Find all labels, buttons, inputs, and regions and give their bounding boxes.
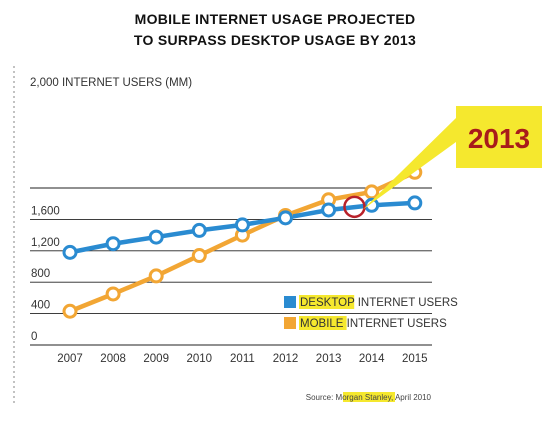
x-tick-label: 2013 [316,353,342,365]
chart-title-line-1: MOBILE INTERNET USAGE PROJECTED [135,11,416,27]
legend-swatch [284,296,296,308]
x-tick-label: 2015 [402,353,428,365]
callout-box [456,106,542,168]
data-point [148,229,164,245]
grid-lines [30,187,432,346]
source-note: Source: Morgan Stanley, April 2010 [306,392,432,402]
x-tick-label: 2014 [359,353,385,365]
data-point [62,303,78,319]
y-tick-label: 0 [31,331,37,343]
data-point [105,236,121,252]
series-points [62,164,423,319]
x-tick-label: 2010 [187,353,213,365]
legend-swatch [284,317,296,329]
data-point [321,202,337,218]
y-tick-label: 1,600 [31,205,60,217]
source-highlight [343,392,395,402]
legend-label: MOBILE INTERNET USERS [300,318,447,330]
y-axis-title: 2,000 INTERNET USERS (MM) [30,77,192,89]
x-tick-label: 2008 [100,353,126,365]
crossover-circle [343,195,366,219]
data-point [105,286,121,302]
x-tick-label: 2012 [273,353,299,365]
callout-pointer [362,118,456,210]
x-axis-tick-labels: 2007 2008 2009 2010 2011 2012 2013 2014 2015 [57,353,427,365]
data-point [364,197,380,213]
y-axis-tick-labels: 0 400 800 1,200 1,600 [31,205,60,343]
data-point [191,248,207,264]
y-tick-label: 1,200 [31,237,60,249]
data-point [407,195,423,211]
legend: DESKTOP INTERNET USERS MOBILE INTERNET US… [284,295,458,330]
legend-highlight [299,316,347,330]
x-tick-label: 2009 [143,353,169,365]
data-point [62,244,78,260]
data-point [278,210,293,226]
legend-label: DESKTOP INTERNET USERS [300,297,458,309]
crossover-annotation: 2013 [343,106,542,219]
data-point [191,222,207,238]
y-tick-label: 800 [31,268,50,280]
chart-title-line-2: TO SURPASS DESKTOP USAGE BY 2013 [134,32,416,48]
data-point [148,268,164,284]
chart-title: MOBILE INTERNET USAGE PROJECTED TO SURPA… [134,11,416,48]
source-text: Source: Morgan Stanley, April 2010 [306,393,432,402]
callout-label: 2013 [468,123,530,154]
data-point [234,217,250,233]
x-tick-label: 2007 [57,353,83,365]
legend-highlight [299,295,355,309]
y-tick-label: 400 [31,300,50,312]
data-point [364,184,380,200]
x-tick-label: 2011 [230,353,255,365]
